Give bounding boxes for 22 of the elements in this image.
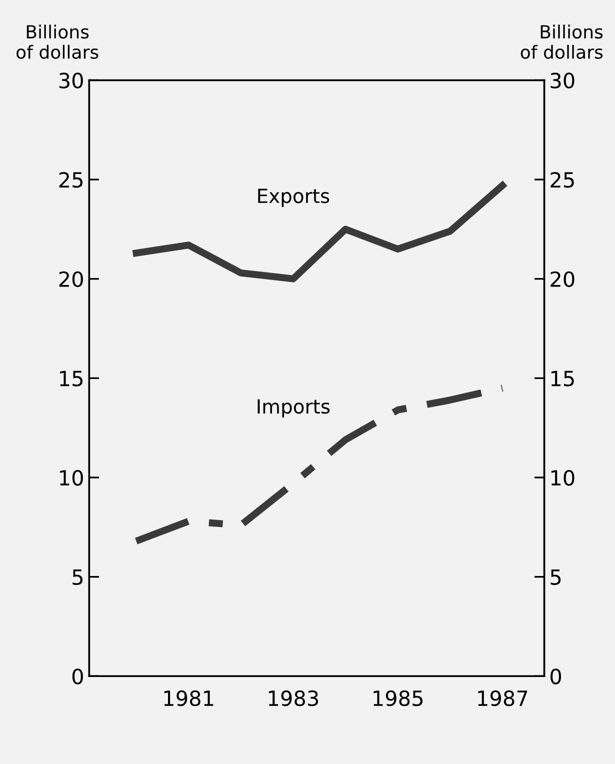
y-axis-title: Billions of dollars bbox=[16, 24, 98, 59]
y2-tick-label: 15 bbox=[551, 370, 574, 386]
x-tick-label: 1985 bbox=[374, 690, 422, 706]
x-tick-label: 1981 bbox=[164, 690, 214, 706]
x-tick-label: 1983 bbox=[268, 690, 318, 706]
y2-tick-label: 10 bbox=[551, 470, 574, 486]
y2-axis-title: Billions of dollars bbox=[520, 24, 603, 59]
y2-tick-label: 0 bbox=[550, 668, 562, 684]
y-tick-label: 10 bbox=[60, 470, 83, 486]
series-label: Imports bbox=[258, 399, 330, 418]
y-tick-label: 15 bbox=[60, 370, 82, 386]
y2-tick-label: 20 bbox=[550, 271, 574, 288]
y-tick-label: 25 bbox=[59, 172, 82, 188]
y-tick-label: 5 bbox=[72, 570, 82, 586]
y2-tick-label: 30 bbox=[550, 72, 574, 88]
y-tick-label: 20 bbox=[59, 271, 83, 288]
y2-tick-label: 25 bbox=[550, 172, 574, 188]
series-label: Exports bbox=[258, 188, 330, 207]
y-tick-label: 30 bbox=[59, 72, 83, 88]
x-tick-label: 1987 bbox=[478, 690, 528, 706]
y2-tick-label: 5 bbox=[550, 570, 561, 586]
y-tick-label: 0 bbox=[72, 668, 83, 684]
